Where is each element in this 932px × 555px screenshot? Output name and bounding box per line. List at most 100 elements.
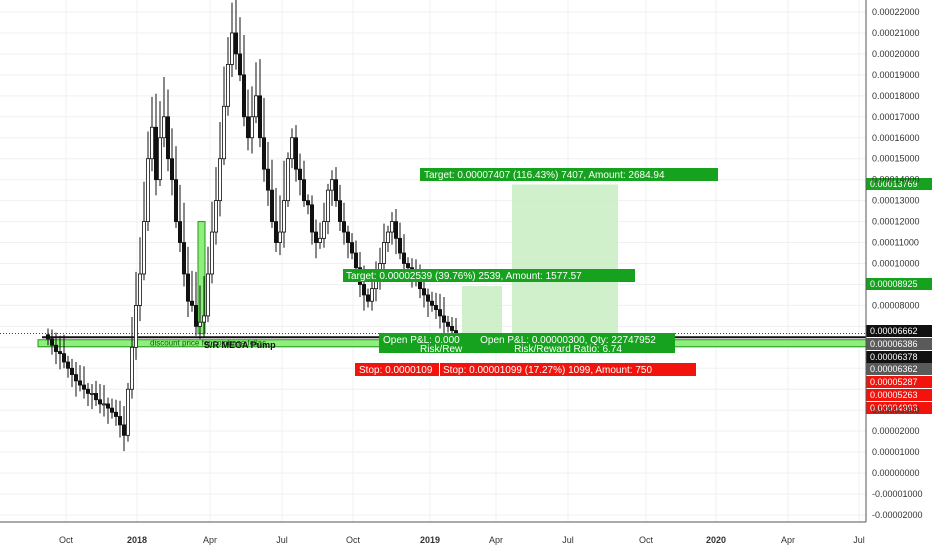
candle-body [273,221,278,243]
candle [289,128,294,169]
y-tick-label: -0.00001000 [872,489,923,499]
candle-body [281,200,286,233]
candle-body [429,300,434,306]
candle [317,222,322,249]
candle-body [341,221,346,233]
y-tick-label: -0.00002000 [872,510,923,520]
y-tick-label: 0.00002000 [872,426,920,436]
candle [345,225,350,259]
candle-body [389,221,394,233]
candle [98,384,103,414]
candle-body [177,221,182,243]
candle-body [361,284,366,296]
candle-body [405,263,410,269]
candle-body [449,325,454,331]
candle-body [285,158,290,202]
candle [62,334,67,369]
price-tag [866,363,932,375]
candle [185,246,190,317]
candle-body [233,32,238,55]
price-tag [866,376,932,388]
candle-body [261,137,266,170]
candle-body [433,305,438,311]
risk-reward-label: Risk/Rew [420,344,463,355]
candle-body [333,179,338,202]
price-tag [866,325,932,337]
candle [133,271,138,360]
y-tick-label: 0.00019000 [872,70,920,80]
candle [273,188,278,252]
candle-body [241,74,246,118]
y-tick-label: 0.00012000 [872,217,920,227]
candle [309,195,314,245]
candle-body [269,189,274,222]
y-tick-label: 0.00016000 [872,133,920,143]
candle-body [153,126,158,181]
candle [94,380,99,407]
x-tick-label: Apr [781,535,795,545]
grid-layer [0,0,866,522]
label-layer: Target: 0.00007407 (116.43%) 7407, Amoun… [343,168,932,414]
candle [237,17,242,82]
y-tick-label: 0.00021000 [872,28,920,38]
candle-body [74,374,79,382]
candle-body [237,53,242,76]
candle-body [329,179,334,191]
candle-body [317,237,322,243]
candle [106,397,111,424]
x-tick-label: Jul [853,535,865,545]
candle-body [133,305,138,348]
candle-body [337,200,342,222]
candle-body [385,231,390,243]
candle [221,66,226,165]
candle-body [221,105,226,160]
pnl-box [463,333,675,353]
candle-body [118,416,123,426]
candle-body [90,393,95,395]
candle-body [98,399,103,405]
candle-body [393,221,398,239]
candle-body [185,273,190,302]
candle-body [189,300,194,306]
candle [369,279,374,311]
candle [74,362,79,397]
candle [397,222,402,260]
candle [169,128,174,196]
y-tick-label: 0.00000000 [872,468,920,478]
candle-body [305,200,310,206]
candle [325,183,330,235]
candle [129,316,134,399]
candle [381,223,386,270]
candle-body [50,338,55,346]
candle-body [122,424,127,436]
candle-body [141,221,146,275]
candle-body [165,116,170,160]
candle [341,202,346,245]
candle-body [213,200,218,233]
candle-body [66,361,71,369]
candle-body [205,273,210,317]
candle [189,270,194,312]
candle [70,358,75,388]
candle [329,170,334,206]
candle [110,398,115,419]
candle [209,201,214,284]
candle-body [157,137,162,181]
candle-body [365,294,370,302]
candle [253,62,258,124]
candle [201,276,206,338]
candle-body [193,305,198,327]
candle-body [313,231,318,243]
candle-body [126,388,131,436]
candle [269,159,274,228]
open-pnl-label: Open P&L: 0.000 [383,335,460,346]
candle-body [94,393,99,401]
candle-body [161,116,166,139]
candle-body [229,32,234,65]
price-tag [866,351,932,363]
candle-body [62,353,67,363]
candle [137,237,142,322]
y-tick-label: 0.00003000 [872,405,920,415]
